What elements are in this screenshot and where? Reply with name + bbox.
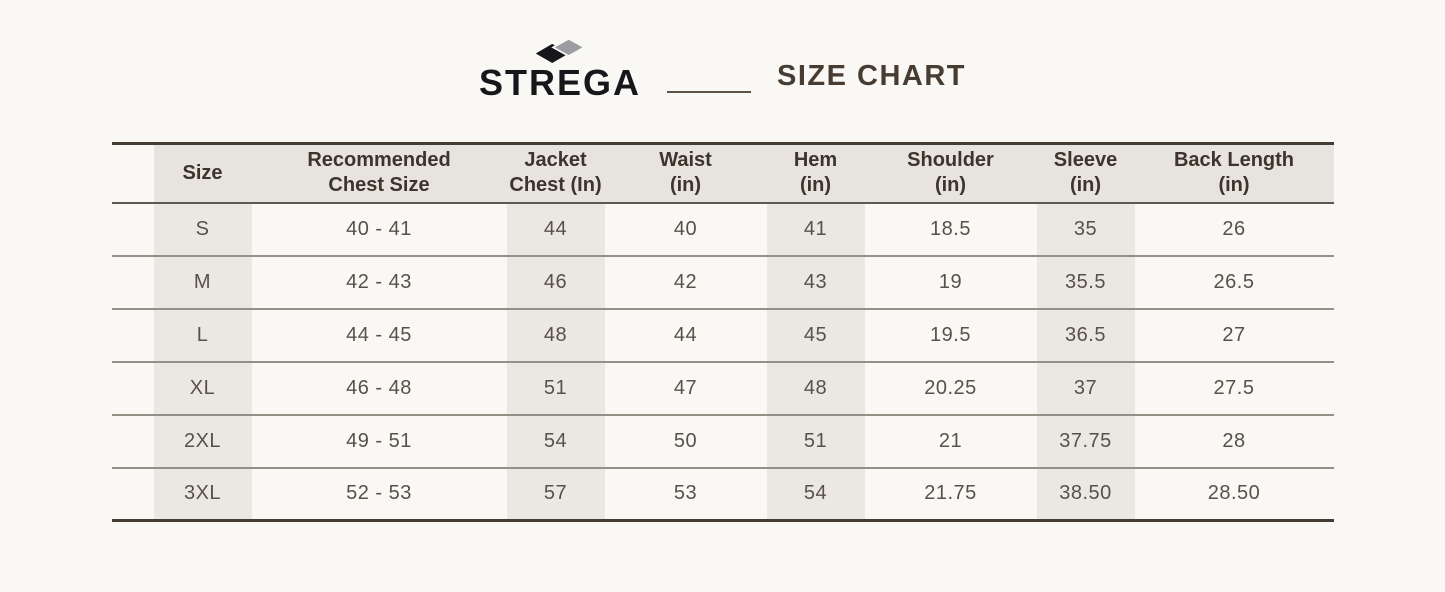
table-row-l: L 44 - 45 48 44 45 19.5 36.5 27	[111, 308, 1334, 362]
table-left-gutter	[112, 415, 154, 468]
size-chart-page: STREGA SIZE CHART Size Recommended Chest …	[0, 0, 1445, 522]
measurement-cell: 19	[938, 270, 963, 293]
measurement-cell: 26	[1222, 217, 1246, 240]
table-left-gutter	[112, 144, 154, 203]
measurement-cell: 46 - 48	[346, 376, 412, 399]
table-row-m: M 42 - 43 46 42 43 19 35.5 26.5	[111, 255, 1334, 309]
table-header-row: Size Recommended Chest Size Jacket Chest (…	[111, 143, 1334, 203]
measurement-cell: 18.5	[930, 217, 971, 240]
size-label-cell: L	[153, 308, 252, 362]
measurement-cell: 28	[1222, 429, 1246, 452]
table-left-gutter	[112, 309, 154, 362]
column-header-hem: Hem (in)	[766, 143, 865, 203]
size-label-cell: M	[153, 255, 252, 309]
double-diamond-icon	[535, 37, 586, 63]
measurement-cell: 52 - 53	[346, 482, 412, 505]
measurement-cell: 38.50	[1036, 467, 1135, 521]
measurement-cell: 36.5	[1036, 308, 1135, 362]
size-label-cell: S	[153, 202, 252, 256]
measurement-cell: 53	[673, 482, 698, 505]
measurement-cell: 44	[506, 202, 605, 256]
measurement-cell: 42	[673, 270, 698, 293]
measurement-cell: 42 - 43	[346, 270, 412, 293]
table-row-s: S 40 - 41 44 40 41 18.5 35 26	[111, 202, 1334, 256]
measurement-cell: 26.5	[1213, 270, 1255, 293]
measurement-cell: 45	[766, 308, 865, 362]
measurement-cell: 28.50	[1207, 482, 1261, 505]
measurement-cell: 54	[766, 467, 865, 521]
measurement-cell: 54	[506, 414, 605, 468]
measurement-cell: 37	[1036, 361, 1135, 415]
measurement-cell: 35.5	[1036, 255, 1135, 309]
measurement-cell: 41	[766, 202, 865, 256]
size-label-cell: 3XL	[153, 467, 252, 521]
size-label-cell: XL	[153, 361, 252, 415]
column-header-sleeve: Sleeve (in)	[1036, 143, 1135, 203]
column-header-back-length: Back Length (in)	[1134, 143, 1334, 203]
measurement-cell: 21	[938, 429, 963, 452]
measurement-cell: 51	[766, 414, 865, 468]
measurement-cell: 27	[1222, 323, 1246, 346]
page-title: SIZE CHART	[777, 60, 966, 92]
measurement-cell: 51	[506, 361, 605, 415]
measurement-cell: 44	[673, 323, 698, 346]
table-row-2xl: 2XL 49 - 51 54 50 51 21 37.75 28	[111, 414, 1334, 468]
measurement-cell: 48	[766, 361, 865, 415]
table-left-gutter	[112, 468, 154, 521]
measurement-cell: 44 - 45	[346, 323, 412, 346]
size-chart-table: Size Recommended Chest Size Jacket Chest (…	[111, 142, 1334, 522]
measurement-cell: 46	[506, 255, 605, 309]
measurement-cell: 35	[1036, 202, 1135, 256]
column-header-size: Size	[153, 143, 252, 203]
measurement-cell: 27.5	[1213, 376, 1255, 399]
column-header-jacket: Jacket Chest (In)	[506, 143, 605, 203]
header: STREGA SIZE CHART	[0, 0, 1445, 101]
table-left-gutter	[112, 362, 154, 415]
measurement-cell: 20.25	[924, 376, 977, 399]
brand-name: STREGA	[478, 62, 641, 103]
table-left-gutter	[112, 203, 154, 256]
table-row-xl: XL 46 - 48 51 47 48 20.25 37 27.5	[111, 361, 1334, 415]
column-header-shoulder: Shoulder (in)	[864, 143, 1037, 203]
measurement-cell: 40 - 41	[346, 217, 412, 240]
measurement-cell: 37.75	[1036, 414, 1135, 468]
measurement-cell: 40	[673, 217, 698, 240]
measurement-cell: 19.5	[930, 323, 971, 346]
brand-logo: STREGA	[479, 36, 641, 101]
title-divider-line	[667, 90, 751, 93]
measurement-cell: 43	[766, 255, 865, 309]
column-header-waist: Waist (in)	[604, 143, 767, 203]
column-header-recommended: Recommended Chest Size	[251, 143, 507, 203]
measurement-cell: 49 - 51	[346, 429, 412, 452]
measurement-cell: 47	[673, 376, 698, 399]
measurement-cell: 57	[506, 467, 605, 521]
size-label-cell: 2XL	[153, 414, 252, 468]
measurement-cell: 21.75	[924, 482, 977, 505]
measurement-cell: 48	[506, 308, 605, 362]
measurement-cell: 50	[673, 429, 698, 452]
table-left-gutter	[112, 256, 154, 309]
table-row-3xl: 3XL 52 - 53 57 53 54 21.75 38.50 28.50	[111, 467, 1334, 521]
